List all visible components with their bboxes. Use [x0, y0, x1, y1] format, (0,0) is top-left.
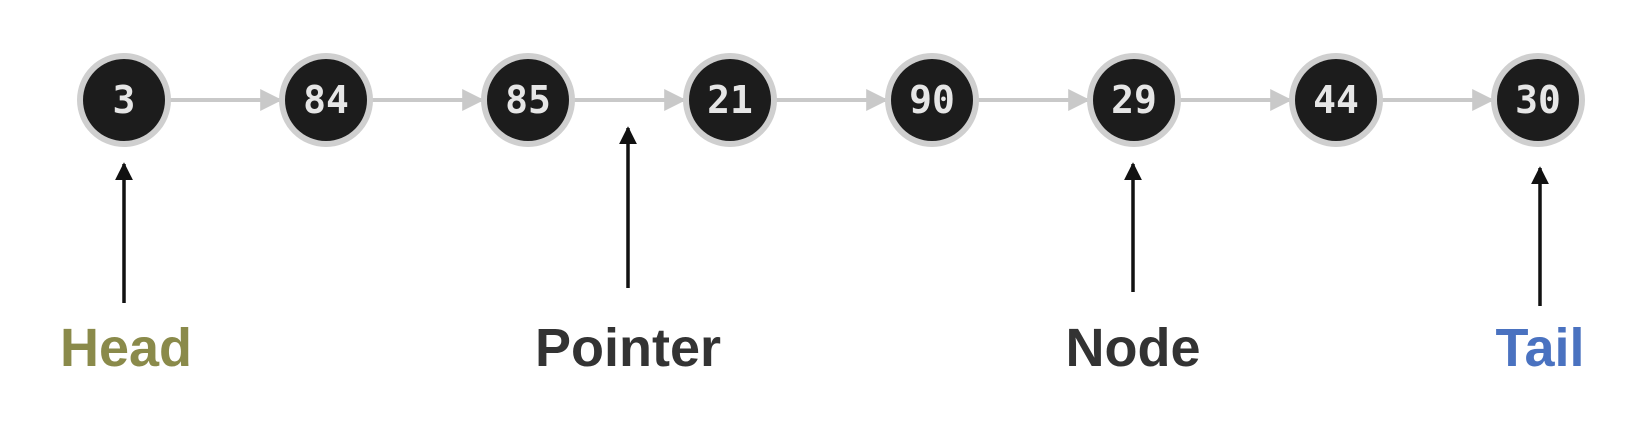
tail-label: Tail: [1495, 318, 1584, 378]
node-value: 85: [505, 78, 551, 122]
head-label: Head: [60, 318, 192, 378]
node-circle: [487, 59, 569, 141]
node-value: 3: [113, 78, 136, 122]
annotation-arrows: [115, 126, 1549, 306]
node-value: 44: [1313, 78, 1359, 122]
list-node: 3: [77, 53, 171, 147]
list-node: 21: [683, 53, 777, 147]
node-circle: [83, 59, 165, 141]
list-node: 44: [1289, 53, 1383, 147]
list-node: 84: [279, 53, 373, 147]
list-node: 29: [1087, 53, 1181, 147]
list-node: 85: [481, 53, 575, 147]
node-circle: [689, 59, 771, 141]
node-circle: [1497, 59, 1579, 141]
pointer-label: Pointer: [535, 318, 721, 378]
node-circle: [1295, 59, 1377, 141]
node-list: 3 84 85 21 90 29 44 30: [77, 53, 1585, 147]
node-value: 84: [303, 78, 349, 122]
node-label: Node: [1066, 318, 1201, 378]
node-value: 29: [1111, 78, 1157, 122]
list-node: 30: [1491, 53, 1585, 147]
node-circle: [1093, 59, 1175, 141]
list-node: 90: [885, 53, 979, 147]
node-value: 30: [1515, 78, 1561, 122]
node-circle: [285, 59, 367, 141]
node-circle: [891, 59, 973, 141]
node-value: 21: [707, 78, 753, 122]
node-value: 90: [909, 78, 955, 122]
